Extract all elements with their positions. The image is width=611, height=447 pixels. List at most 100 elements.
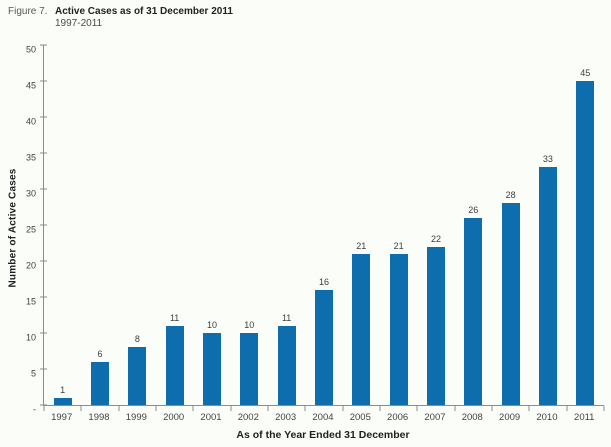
x-axis-label: 2007 <box>424 412 446 423</box>
y-axis-tick-label: 10 <box>25 332 36 342</box>
x-axis-label: 2005 <box>349 412 371 423</box>
x-axis-tick <box>80 406 82 411</box>
bar <box>165 325 184 405</box>
bar-value-label: 21 <box>393 240 404 251</box>
bar <box>53 397 72 405</box>
x-axis-label: 2010 <box>536 412 558 423</box>
bar <box>202 333 221 405</box>
y-axis-tick <box>40 80 47 82</box>
x-axis-label: 1997 <box>51 412 73 423</box>
bar-slot: 10 <box>231 45 268 405</box>
bar-value-label: 33 <box>542 154 553 165</box>
y-axis-tick <box>40 188 47 190</box>
x-axis-tick <box>43 406 45 411</box>
x-axis-tick <box>118 406 120 411</box>
bar-value-label: 10 <box>206 320 217 330</box>
bar-slot: 1 <box>44 45 81 405</box>
y-axis-tick <box>40 116 47 118</box>
bar-value-label: 8 <box>134 334 140 345</box>
bar-value-label: 26 <box>468 204 479 215</box>
bar-value-label: 11 <box>169 312 180 323</box>
bar-value-label: 45 <box>580 68 591 78</box>
x-axis-tick <box>566 406 568 411</box>
x-axis-tick <box>379 406 381 411</box>
bar <box>352 253 371 405</box>
y-axis-tick <box>40 260 47 262</box>
bar-slot: 28 <box>492 45 529 405</box>
y-axis-tick-label: 35 <box>25 152 36 162</box>
bar <box>538 167 557 405</box>
x-axis-tick <box>416 406 418 411</box>
bar-slot: 21 <box>380 45 417 405</box>
y-axis-tick-label: 50 <box>25 44 36 54</box>
bar-value-label: 21 <box>356 240 367 251</box>
bar <box>128 347 147 405</box>
y-axis-tick <box>40 404 47 406</box>
y-axis-tick-label: 5 <box>30 368 36 378</box>
x-axis-label: 1999 <box>125 412 147 423</box>
x-axis-label: 2003 <box>275 412 297 423</box>
bar-slot: 6 <box>81 45 118 405</box>
bar-value-label: 22 <box>430 233 441 244</box>
x-axis-tick <box>304 406 306 411</box>
y-axis-tick <box>40 368 47 370</box>
bar <box>90 361 109 405</box>
x-axis-tick <box>342 406 344 411</box>
x-axis-label: 2006 <box>387 412 409 423</box>
bar <box>576 81 595 405</box>
figure-title: Active Cases as of 31 December 2011 <box>55 6 233 17</box>
x-axis-tick <box>230 406 232 411</box>
x-axis-tick <box>192 406 194 411</box>
y-axis-tick-label: - <box>33 404 36 414</box>
x-axis-tick <box>528 406 530 411</box>
bar <box>314 289 333 405</box>
figure-title-row: Figure 7. Active Cases as of 31 December … <box>8 4 233 18</box>
bar-slot: 16 <box>305 45 342 405</box>
x-axis-label: 2000 <box>163 412 185 423</box>
figure-header: Figure 7. Active Cases as of 31 December … <box>8 4 233 30</box>
bar-value-label: 1 <box>60 384 66 395</box>
figure-subtitle: 1997-2011 <box>55 18 103 29</box>
bar <box>277 325 296 405</box>
x-axis-label: 2008 <box>461 412 483 423</box>
x-axis-tick <box>491 406 493 411</box>
x-axis-label: 1998 <box>88 412 110 423</box>
x-axis-label: 2001 <box>200 412 222 423</box>
bar-slot: 33 <box>529 45 566 405</box>
x-axis-label: 2004 <box>312 412 334 423</box>
bar <box>464 217 483 405</box>
bar-slot: 11 <box>268 45 305 405</box>
bar-slot: 21 <box>343 45 380 405</box>
bar-value-label: 11 <box>281 312 292 323</box>
bars-container: 1 6 8 11 10 10 11 16 21 21 22 26 28 33 45 <box>44 45 604 405</box>
bar <box>389 253 408 405</box>
x-axis-title: As of the Year Ended 31 December <box>236 429 410 441</box>
y-axis-tick-label: 30 <box>25 188 36 198</box>
y-axis-tick-label: 40 <box>25 116 36 126</box>
x-axis-labels: 1997 1998 1999 2000 2001 2002 2003 2004 2005 2006… <box>43 412 603 423</box>
bar-slot: 8 <box>119 45 156 405</box>
x-axis-tick <box>267 406 269 411</box>
x-axis-tick <box>454 406 456 411</box>
bar-slot: 45 <box>567 45 604 405</box>
y-axis-tick <box>40 296 47 298</box>
y-axis-tick <box>40 44 47 46</box>
bar-value-label: 10 <box>244 320 255 330</box>
x-axis-label: 2011 <box>574 412 595 423</box>
bar-slot: 26 <box>455 45 492 405</box>
bar-value-label: 28 <box>505 190 516 201</box>
x-axis-tick <box>155 406 157 411</box>
figure-number: Figure 7. <box>8 6 48 17</box>
y-axis-tick <box>40 332 47 334</box>
bar-slot: 10 <box>193 45 230 405</box>
x-axis-label: 2009 <box>499 412 521 423</box>
bar-value-label: 16 <box>318 276 329 287</box>
y-axis-tick <box>40 152 47 154</box>
bar-value-label: 6 <box>97 348 103 359</box>
plot-area: -5 10 15 20 25 30 35 40 45 50 1 6 8 11 10 10 11 16 21 21 22… <box>26 44 605 414</box>
y-axis-tick-label: 20 <box>25 260 36 270</box>
bar <box>426 246 445 405</box>
bar <box>501 203 520 405</box>
bar-slot: 22 <box>417 45 454 405</box>
